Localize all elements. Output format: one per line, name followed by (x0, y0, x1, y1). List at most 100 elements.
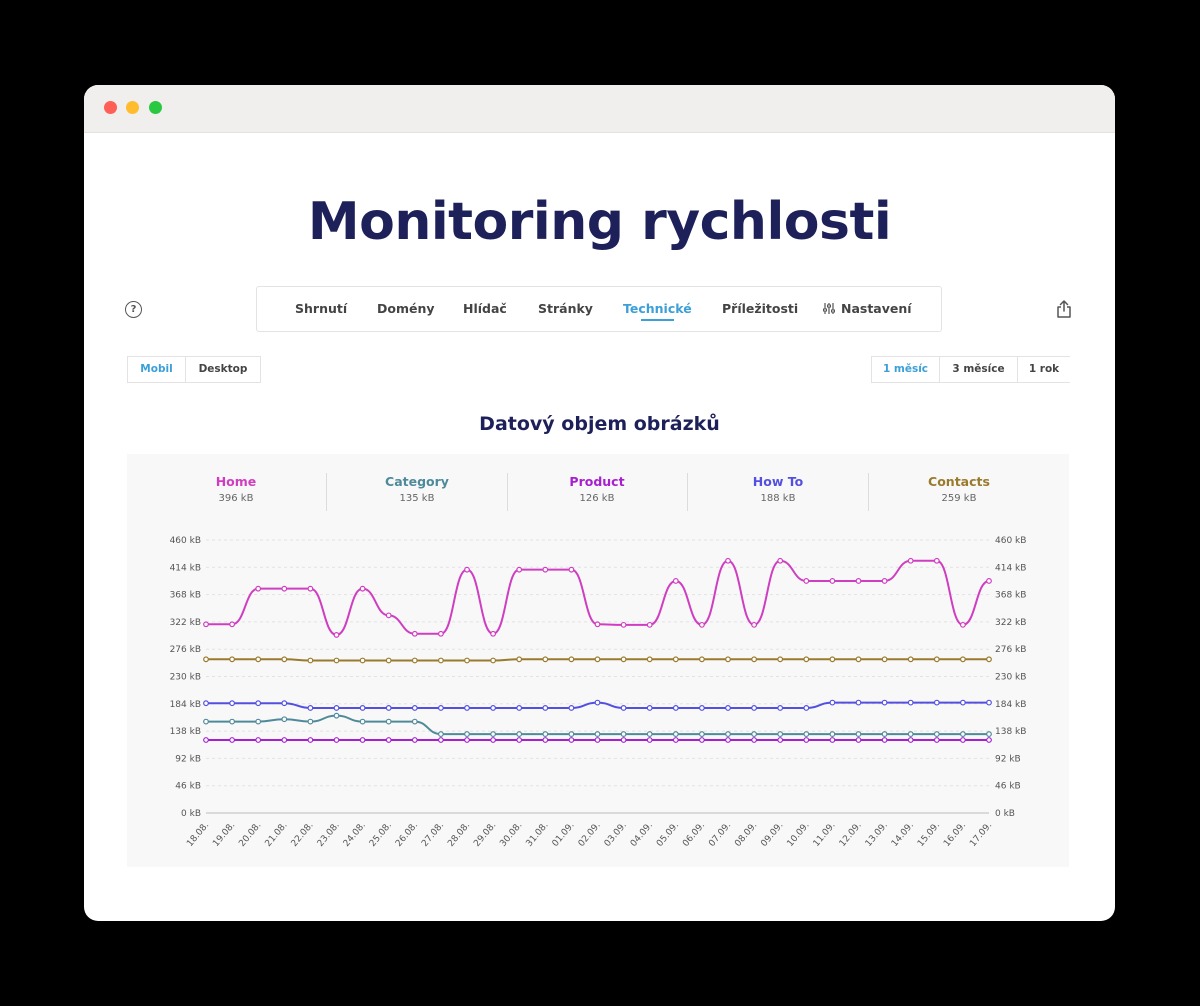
x-axis-tick-label: 27.08. (420, 821, 446, 849)
y-axis-tick-label-left: 414 kB (170, 563, 201, 573)
legend-divider (868, 473, 869, 511)
range-option-3-mesice[interactable]: 3 měsíce (939, 357, 1017, 382)
device-toggle: Mobil Desktop (127, 356, 261, 383)
data-point-category (385, 718, 392, 725)
data-point-product (438, 737, 444, 743)
close-window-icon[interactable] (104, 101, 117, 114)
legend-series-value: 126 kB (579, 493, 615, 504)
data-point-how-to (907, 699, 914, 706)
data-point-category (255, 718, 262, 725)
maximize-window-icon[interactable] (149, 101, 162, 114)
x-axis-tick-label: 29.08. (472, 821, 498, 849)
y-axis-tick-label-left: 92 kB (175, 754, 201, 764)
data-point-how-to (411, 705, 418, 711)
legend-item-how-to[interactable]: How To 188 kB (688, 474, 868, 504)
data-point-product (777, 737, 784, 743)
device-option-desktop[interactable]: Desktop (185, 357, 260, 382)
nav-tab-shrnuti[interactable]: Shrnutí (295, 287, 347, 331)
y-axis-tick-label-left: 230 kB (170, 673, 201, 683)
data-point-product (490, 737, 497, 743)
data-point-how-to (960, 699, 966, 706)
data-point-how-to (229, 700, 235, 707)
nav-tab-nastaveni[interactable]: Nastavení (823, 287, 912, 331)
data-point-category (725, 731, 731, 737)
nav-tab-label: Technické (623, 301, 692, 316)
data-point-product (751, 737, 757, 743)
data-point-category (307, 718, 314, 725)
minimize-window-icon[interactable] (126, 101, 139, 114)
data-point-how-to (829, 699, 836, 706)
range-option-1-mesic[interactable]: 1 měsíc (882, 363, 929, 375)
data-point-home (516, 566, 523, 573)
data-point-how-to (620, 705, 627, 711)
x-axis-tick-label: 14.09. (890, 821, 916, 849)
data-point-how-to (385, 705, 392, 711)
x-axis-tick-label: 01.09. (551, 821, 577, 849)
nav-tab-label: Nastavení (841, 301, 912, 316)
range-option-1-rok[interactable]: 1 rok (1017, 357, 1070, 382)
data-point-contacts (307, 657, 314, 664)
legend-item-home[interactable]: Home 396 kB (146, 474, 326, 504)
x-axis-tick-label: 08.09. (733, 821, 759, 849)
data-point-category (333, 712, 340, 719)
data-point-product (568, 737, 575, 743)
data-point-contacts (646, 656, 653, 663)
data-point-category (986, 731, 992, 737)
x-axis-tick-label: 15.09. (916, 821, 942, 849)
data-point-how-to (568, 705, 575, 711)
data-point-category (490, 731, 497, 737)
data-point-how-to (646, 705, 653, 711)
legend-item-category[interactable]: Category 135 kB (327, 474, 507, 504)
data-point-product (646, 737, 653, 743)
legend-item-product[interactable]: Product 126 kB (507, 474, 687, 504)
page-title: Monitoring rychlosti (307, 192, 892, 252)
nav-tab-label: Hlídač (463, 301, 507, 316)
data-point-home (699, 621, 705, 628)
nav-tab-technicke[interactable]: Technické (623, 287, 692, 331)
data-point-product (699, 737, 705, 743)
legend-divider (326, 473, 327, 511)
data-point-home (829, 578, 836, 584)
x-axis-tick-label: 16.09. (942, 821, 968, 849)
data-point-contacts (672, 656, 679, 663)
y-axis-tick-label-right: 92 kB (995, 754, 1021, 764)
x-axis-tick-label: 05.09. (655, 821, 681, 849)
data-point-category (281, 716, 288, 723)
data-point-category (751, 731, 757, 737)
data-point-product (255, 737, 262, 743)
device-option-mobil[interactable]: Mobil (140, 363, 173, 375)
data-point-category (933, 731, 940, 737)
data-point-home (281, 585, 288, 592)
nav-tab-label: Domény (377, 301, 435, 316)
x-axis-tick-label: 21.08. (264, 821, 290, 849)
share-icon[interactable] (1056, 299, 1072, 319)
data-point-category (359, 718, 366, 725)
legend-series-value: 396 kB (218, 493, 254, 504)
help-icon[interactable]: ? (125, 301, 142, 318)
data-point-product (281, 737, 288, 743)
legend-item-contacts[interactable]: Contacts 259 kB (869, 474, 1049, 504)
active-tab-indicator (641, 319, 674, 321)
line-chart: 0 kB 0 kB 46 kB 46 kB 92 kB 92 kB 138 kB 138 kB… (170, 536, 1027, 849)
nav-tab-prilezitosti[interactable]: Příležitosti (722, 287, 798, 331)
y-axis-tick-label-right: 230 kB (995, 673, 1026, 683)
data-point-category (229, 718, 235, 725)
data-point-how-to (777, 705, 784, 711)
data-point-how-to (594, 699, 601, 706)
x-axis-tick-label: 17.09. (968, 821, 994, 849)
data-point-how-to (438, 705, 444, 711)
data-point-product (725, 737, 731, 743)
nav-tab-stranky[interactable]: Stránky (538, 287, 593, 331)
data-point-category (620, 731, 627, 737)
data-point-contacts (881, 656, 888, 663)
legend-series-value: 259 kB (941, 493, 977, 504)
data-point-category (803, 731, 810, 737)
nav-tab-domeny[interactable]: Domény (377, 287, 435, 331)
data-point-home (438, 630, 444, 637)
data-point-contacts (699, 656, 705, 663)
data-point-how-to (542, 705, 549, 711)
data-point-home (568, 566, 575, 573)
nav-tab-hlidac[interactable]: Hlídač (463, 287, 507, 331)
data-point-home (907, 557, 914, 564)
data-point-contacts (203, 656, 209, 663)
